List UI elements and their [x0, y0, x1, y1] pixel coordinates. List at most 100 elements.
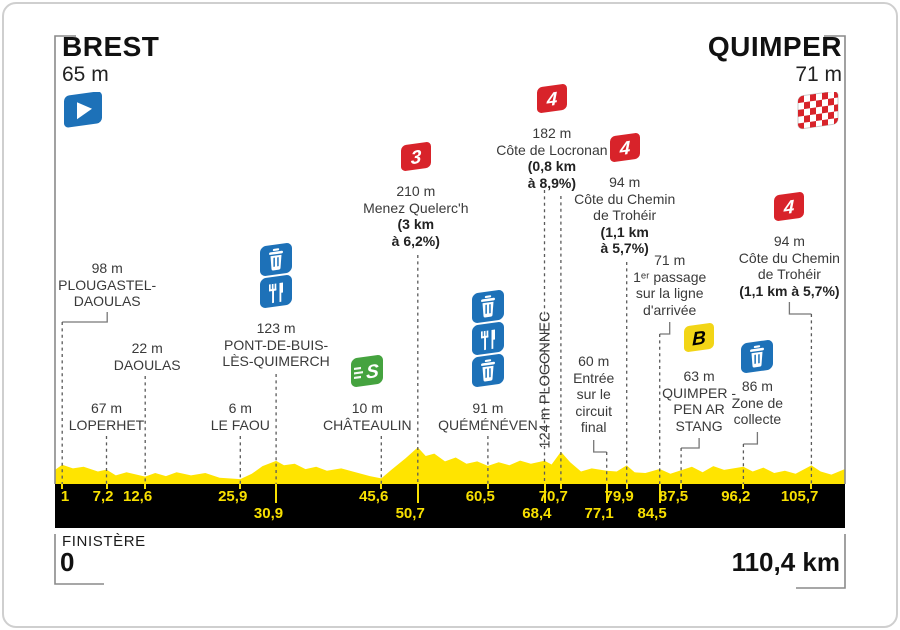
marker-label: 60 m Entrée sur le circuit final: [573, 353, 614, 436]
marker-name-line: QUÉMÉNÉVEN: [438, 416, 538, 433]
finish-flag-pennant: [797, 92, 839, 130]
marker-name-line: sur la ligne: [635, 285, 704, 301]
marker-name-line: Entrée: [573, 369, 615, 386]
start-flag-icon: [62, 91, 159, 135]
axis-tick: [144, 484, 147, 489]
marker-elevation: 22 m: [131, 340, 163, 356]
climb-detail-line: à 6,2%): [391, 232, 440, 249]
axis-tick: [275, 484, 278, 503]
marker-name-line: LOPERHET: [68, 416, 145, 433]
marker-elevation: 86 m: [741, 378, 773, 394]
axis-km-label: 45,6: [359, 488, 389, 505]
marker-name-line: PEN AR: [673, 401, 725, 417]
marker-label: 94 m Côte du Chemin de Trohéir (1,1 km à 5,…: [739, 233, 840, 299]
finish-city-name: QUIMPER: [707, 31, 842, 62]
feed-zone-icon: [260, 275, 293, 308]
label-connector-line: [593, 440, 607, 453]
axis-km-label: 77,1: [584, 505, 614, 522]
label-connector-line: [743, 432, 759, 445]
finish-header: QUIMPER 71 m: [708, 32, 842, 132]
climb-detail-line: (1,1 km à 5,7%): [739, 282, 840, 299]
marker-name-line: CHÂTEAULIN: [322, 416, 412, 433]
marker-name-line: Menez Quelerc'h: [363, 199, 469, 216]
axis-tick: [61, 484, 64, 489]
axis-km-label: 30,9: [253, 505, 284, 522]
marker-name-line: de Trohéir: [757, 266, 821, 282]
marker-label: 182 m Côte de Locronan (0,8 km à 8,9%): [496, 125, 607, 191]
bonus-point-pennants: B: [682, 323, 716, 353]
climb-category-4-pennants: 4: [608, 133, 642, 163]
axis-km-label: 87,5: [658, 488, 689, 505]
axis-km-label: 12,6: [122, 488, 153, 505]
marker-elevation: 123 m: [256, 320, 296, 336]
start-elevation: 65 m: [62, 63, 109, 86]
axis-km-label: 7,2: [92, 488, 114, 505]
marker-elevation: 60 m: [578, 353, 610, 369]
axis-tick: [559, 484, 562, 489]
marker-label: 10 m CHÂTEAULIN: [323, 400, 412, 433]
axis-km-label: 79,9: [604, 488, 634, 505]
marker-name-line: QUIMPER -: [662, 384, 737, 401]
axis-tick: [105, 484, 108, 489]
marker-elevation: 182 m: [532, 125, 572, 141]
start-city-name: BREST: [62, 31, 160, 62]
marker-name-line: STANG: [675, 417, 723, 434]
marker-plogonnec: 124 m PLOGONNEC: [537, 311, 554, 449]
marker-name-line: Côte de Locronan: [496, 141, 608, 158]
marker-name-line: Côte du Chemin: [738, 249, 840, 266]
marker-name-line: de Trohéir: [593, 207, 657, 223]
climb-detail-line: à 5,7%): [600, 240, 649, 256]
marker-elevation: 91 m: [472, 400, 504, 416]
marker-elevation: 67 m: [90, 400, 123, 416]
axis-km-label: 50,7: [395, 505, 425, 522]
marker-name-line: PONT-DE-BUIS-: [223, 336, 329, 353]
axis-tick: [380, 484, 383, 489]
axis-km-label: 1: [60, 488, 70, 505]
frame-bracket: [54, 35, 846, 589]
svg-text:4: 4: [618, 138, 630, 161]
climb-detail-line: (3 km: [397, 216, 435, 232]
region-label: FINISTÈRE: [62, 533, 146, 550]
marker-name-line: LE FAOU: [210, 416, 270, 433]
finish-flag-icon: [708, 92, 842, 132]
climb-detail-line: (1,1 km: [600, 223, 649, 240]
marker-label: 210 m Menez Quelerc'h (3 km à 6,2%): [363, 183, 468, 249]
marker-label: 94 m Côte du Chemin de Trohéir (1,1 km à 5,7…: [574, 174, 675, 257]
marker-elevation: 98 m: [91, 260, 123, 276]
svg-text:3: 3: [411, 147, 422, 169]
marker-label: 123 m PONT-DE-BUIS- LÈS-QUIMERCH: [222, 320, 329, 370]
marker-name-line: Côte du Chemin: [574, 190, 676, 207]
waste-and-feed-zone-pennants: [470, 290, 506, 387]
axis-tick: [658, 484, 661, 503]
axis-km-label: 96,2: [721, 488, 751, 505]
marker-elevation: 71 m: [654, 252, 686, 268]
total-distance-label: 110,4 km: [731, 547, 840, 577]
marker-label: 98 m PLOUGASTEL- DAOULAS: [58, 260, 156, 310]
axis-tick: [543, 484, 546, 503]
climb-category-4-pennants: 4: [772, 192, 806, 222]
intermediate-sprint-pennants: S: [349, 355, 385, 387]
waste-collection-icon: [471, 290, 504, 323]
elevation-profile-area: [55, 447, 845, 490]
marker-name-line: circuit: [575, 402, 612, 419]
marker-name-line: final: [580, 419, 607, 435]
marker-name-line: PLOUGASTEL-: [58, 276, 157, 293]
marker-label: 6 m LE FAOU: [211, 400, 270, 433]
axis-km-label: 84,5: [637, 505, 667, 522]
marker-name-line: LÈS-QUIMERCH: [222, 353, 330, 369]
feed-zone-icon: [471, 322, 504, 355]
svg-text:B: B: [692, 328, 706, 351]
axis-km-label: 25,9: [218, 488, 248, 505]
svg-text:S: S: [366, 361, 379, 384]
marker-label: 71 m 1ᵉʳ passage sur la ligne d'arrivée: [633, 252, 706, 318]
svg-text:4: 4: [783, 197, 795, 220]
finish-elevation: 71 m: [795, 63, 842, 86]
axis-tick: [416, 484, 419, 503]
waste-and-feed-zone-pennants: [258, 243, 294, 308]
marker-elevation: 94 m: [773, 233, 805, 249]
distance-axis-bar: 1 7,2 12,6 25,9 30,9 45,6 50,7 60,5 68,4 70,7 77,1…: [55, 484, 845, 528]
climb-category-3-pennants: 3: [399, 142, 433, 172]
marker-elevation: 6 m: [228, 400, 252, 416]
svg-text:4: 4: [546, 89, 558, 112]
